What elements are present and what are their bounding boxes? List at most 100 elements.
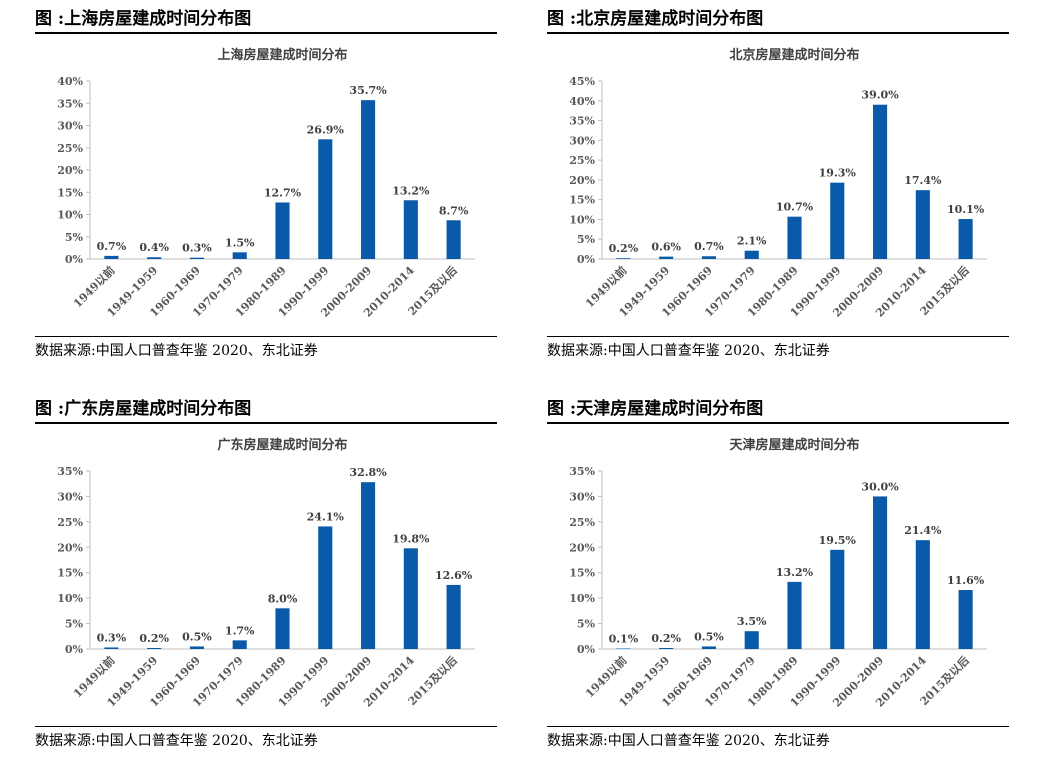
y-tick-label: 40%	[569, 95, 595, 108]
source-divider	[547, 726, 1009, 727]
figure-title: 图 :上海房屋建成时间分布图	[35, 9, 252, 29]
y-tick-label: 45%	[569, 75, 595, 88]
data-label: 19.3%	[819, 167, 857, 180]
data-label: 10.7%	[776, 201, 814, 214]
bar-chart: 广东房屋建成时间分布0%5%10%15%20%25%30%35%0.3%1949…	[57, 437, 475, 710]
bar	[787, 216, 802, 259]
data-label: 0.2%	[651, 632, 681, 645]
bar	[104, 647, 119, 649]
chart-panel-guangdong: 图 :广东房屋建成时间分布图 广东房屋建成时间分布 0% 5% 10% 15% 20% 25…	[35, 390, 497, 760]
data-label: 2.1%	[737, 235, 767, 248]
bar	[701, 646, 717, 649]
data-label: 0.7%	[97, 240, 127, 253]
y-tick-label: 40%	[57, 75, 83, 88]
y-tick-label: 10%	[57, 592, 83, 605]
bar	[232, 640, 247, 649]
data-label: 0.6%	[651, 241, 681, 254]
data-label: 0.3%	[182, 242, 212, 255]
y-tick-label: 15%	[569, 194, 595, 207]
y-tick-label: 0%	[65, 643, 84, 656]
y-tick-label: 5%	[65, 618, 84, 631]
y-tick-label: 35%	[57, 97, 83, 110]
source-note: 数据来源:中国人口普查年鉴 2020、东北证券	[35, 733, 318, 749]
bar	[701, 256, 717, 259]
bar	[958, 590, 973, 649]
bar	[915, 540, 930, 649]
source-note: 数据来源:中国人口普查年鉴 2020、东北证券	[35, 343, 318, 359]
figure-title: 图 :广东房屋建成时间分布图	[35, 399, 252, 419]
bar	[275, 608, 290, 649]
bar	[616, 648, 631, 649]
y-tick-label: 15%	[57, 186, 83, 199]
bar-chart: 上海房屋建成时间分布 0% 5% 10% 15% 20% 25% 30% 35% 40% 0.7% 1…	[57, 47, 475, 320]
bar	[360, 100, 376, 259]
data-label: 8.7%	[439, 204, 469, 217]
bar	[744, 250, 759, 259]
y-tick-label: 10%	[569, 592, 595, 605]
title-divider	[35, 422, 497, 424]
y-tick-label: 30%	[57, 120, 83, 133]
data-label: 26.9%	[307, 123, 345, 136]
data-label: 30.0%	[861, 480, 899, 493]
figure-title: 图 :天津房屋建成时间分布图	[547, 399, 764, 419]
bar	[446, 584, 461, 649]
chart-title: 北京房屋建成时间分布	[729, 47, 859, 63]
bar	[872, 104, 888, 259]
bar-chart: 北京房屋建成时间分布 0% 5% 10% 15% 20% 25% 30% 35% 40% 45% 0.…	[569, 47, 987, 320]
data-label: 11.6%	[947, 574, 985, 587]
bar	[232, 252, 247, 259]
figure-title: 图 :北京房屋建成时间分布图	[547, 9, 764, 29]
bar	[318, 526, 333, 649]
y-tick-label: 30%	[57, 490, 83, 503]
data-label: 19.5%	[819, 534, 857, 547]
data-label: 0.2%	[139, 632, 169, 645]
bar	[830, 549, 845, 649]
title-divider	[547, 32, 1009, 34]
y-tick-label: 20%	[569, 541, 595, 554]
data-label: 39.0%	[861, 89, 899, 102]
data-label: 12.6%	[435, 569, 473, 582]
bar	[147, 257, 162, 259]
data-label: 3.5%	[737, 615, 767, 628]
data-label: 24.1%	[307, 510, 345, 523]
data-label: 0.5%	[694, 630, 724, 643]
data-label: 0.5%	[182, 630, 212, 643]
y-tick-label: 35%	[57, 465, 83, 478]
source-note: 数据来源:中国人口普查年鉴 2020、东北证券	[547, 733, 830, 749]
data-label: 13.2%	[776, 566, 814, 579]
title-divider	[35, 32, 497, 34]
y-tick-label: 10%	[57, 209, 83, 222]
chart-panel-tianjin: 图 :天津房屋建成时间分布图 天津房屋建成时间分布 0% 5% 10% 15% 20% 25…	[547, 390, 1009, 760]
data-label: 1.7%	[225, 624, 255, 637]
y-tick-label: 30%	[569, 490, 595, 503]
data-label: 10.1%	[947, 203, 985, 216]
data-label: 35.7%	[349, 84, 387, 97]
source-divider	[547, 336, 1009, 337]
chart-panel-shanghai: 图 :上海房屋建成时间分布图 上海房屋建成时间分布 0% 5% 10% 15% 20% 25…	[35, 0, 497, 370]
bar-chart: 天津房屋建成时间分布0%5%10%15%20%25%30%35%0.1%1949…	[569, 437, 987, 710]
y-tick-label: 0%	[65, 253, 84, 266]
y-tick-label: 5%	[65, 231, 84, 244]
chart-title: 上海房屋建成时间分布	[217, 47, 347, 63]
y-tick-label: 5%	[577, 618, 596, 631]
y-tick-label: 35%	[569, 115, 595, 128]
bar	[616, 258, 631, 259]
bar	[318, 139, 333, 259]
bar	[744, 631, 759, 649]
bar	[872, 496, 888, 649]
y-tick-label: 25%	[569, 154, 595, 167]
source-divider	[35, 726, 497, 727]
y-tick-label: 15%	[569, 567, 595, 580]
bar	[189, 646, 205, 649]
bar	[360, 482, 376, 649]
data-label: 0.4%	[139, 241, 169, 254]
y-tick-label: 0%	[577, 253, 596, 266]
y-tick-label: 10%	[569, 213, 595, 226]
data-label: 0.7%	[694, 240, 724, 253]
y-tick-label: 35%	[569, 465, 595, 478]
bar	[446, 220, 461, 259]
data-label: 32.8%	[349, 466, 387, 479]
bar	[830, 182, 845, 259]
bar	[787, 581, 802, 649]
data-label: 19.8%	[392, 532, 430, 545]
